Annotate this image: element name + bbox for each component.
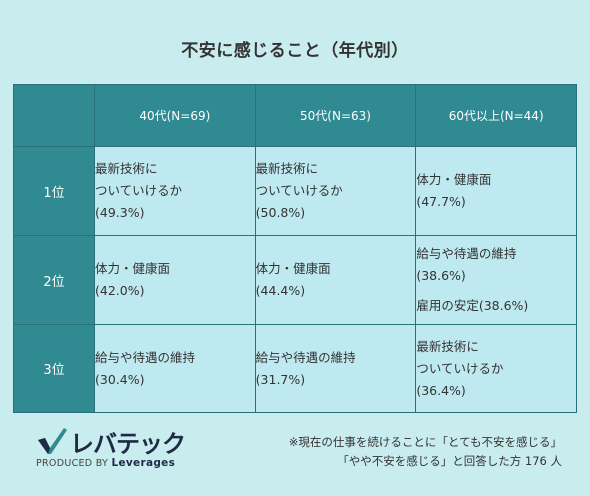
concern-text: 給与や待遇の維持 (255, 349, 356, 365)
table-cell: 体力・健康面 (44.4%) (254, 235, 417, 325)
concern-text: 体力・健康面 (416, 172, 492, 187)
column-header-50s: 50代(N=63) (254, 84, 417, 147)
logo-produced-by: PRODUCED BY Leverages (36, 457, 175, 469)
percentage: (38.6%) (478, 298, 529, 313)
table-cell: 体力・健康面 (42.0%) (94, 235, 256, 325)
check-mark-icon (38, 428, 67, 454)
concern-text: 最新技術に ついていけるか (95, 161, 183, 198)
rank-label: 1位 (13, 146, 95, 236)
percentage: (42.0%) (95, 283, 145, 298)
concern-text: 体力・健康面 (255, 261, 331, 276)
company-name: Leverages (111, 457, 176, 469)
percentage: (44.4%) (255, 283, 306, 298)
table-row: 2位 体力・健康面 (42.0%) 体力・健康面 (44.4%) 給与や待遇の維持 (38.… (13, 235, 577, 325)
column-header-40s: 40代(N=69) (94, 84, 256, 147)
concern-entry: 体力・健康面 (44.4%) (256, 258, 416, 302)
ranking-table: 40代(N=69) 50代(N=63) 60代以上(N=44) 1位 最新技術に … (13, 84, 577, 413)
table-header-row: 40代(N=69) 50代(N=63) 60代以上(N=44) (13, 84, 577, 147)
table-corner (13, 84, 95, 147)
concern-text: 給与や待遇の維持 (416, 246, 517, 261)
concern-entry: 最新技術に ついていけるか (36.4%) (416, 336, 576, 402)
page-title: 不安に感じること（年代別） (181, 41, 409, 61)
table-row: 3位 給与や待遇の維持 (30.4%) 給与や待遇の維持 (31.7%) 最新技術に つい… (13, 324, 577, 413)
concern-text: 最新技術に ついていけるか (416, 338, 504, 376)
note-line-2: 「やや不安を感じる」と回答した方 176 人 (337, 454, 562, 468)
percentage: (31.7%) (255, 371, 306, 387)
table-cell: 最新技術に ついていけるか (50.8%) (254, 146, 417, 236)
survey-note: ※現在の仕事を続けることに「とても不安を感じる」 「やや不安を感じる」と回答した… (289, 433, 562, 471)
percentage: (49.3%) (95, 205, 145, 220)
note-line-1: ※現在の仕事を続けることに「とても不安を感じる」 (288, 435, 562, 449)
concern-entry: 給与や待遇の維持 (30.4%) (95, 347, 255, 391)
concern-entry: 最新技術に ついていけるか (50.8%) (256, 158, 416, 224)
column-header-60s: 60代以上(N=44) (415, 84, 577, 147)
produced-by-label: PRODUCED BY (36, 458, 109, 469)
concern-entry: 体力・健康面 (47.7%) (416, 169, 576, 213)
concern-text: 体力・健康面 (95, 261, 171, 276)
percentage: (50.8%) (255, 205, 306, 220)
leverages-logo: レバテック PRODUCED BY Leverages (36, 424, 186, 472)
concern-entry: 最新技術に ついていけるか (49.3%) (95, 158, 255, 224)
concern-text: 給与や待遇の維持 (95, 349, 196, 365)
table-cell: 最新技術に ついていけるか (49.3%) (94, 146, 256, 236)
table-row: 1位 最新技術に ついていけるか (49.3%) 最新技術に ついていけるか (50.8… (13, 146, 577, 236)
table-cell: 給与や待遇の維持 (38.6%) 雇用の安定(38.6%) (415, 235, 577, 325)
rank-label: 2位 (13, 235, 95, 325)
concern-text: 最新技術に ついていけるか (255, 161, 343, 198)
percentage: (30.4%) (95, 371, 145, 387)
table-cell: 最新技術に ついていけるか (36.4%) (415, 324, 577, 413)
logo-name: レバテック (70, 430, 186, 458)
table-cell: 給与や待遇の維持 (30.4%) (94, 324, 256, 413)
concern-entry: 給与や待遇の維持 (38.6%) (416, 243, 576, 287)
concern-text: 雇用の安定 (416, 298, 479, 313)
percentage: (47.7%) (416, 194, 466, 209)
concern-entry: 体力・健康面 (42.0%) (95, 258, 255, 302)
percentage: (38.6%) (416, 268, 466, 283)
percentage: (36.4%) (416, 382, 466, 398)
table-cell: 給与や待遇の維持 (31.7%) (254, 324, 417, 413)
rank-label: 3位 (13, 324, 95, 413)
concern-entry: 給与や待遇の維持 (31.7%) (256, 347, 416, 391)
concern-entry: 雇用の安定(38.6%) (416, 295, 576, 317)
table-cell: 体力・健康面 (47.7%) (415, 146, 577, 236)
